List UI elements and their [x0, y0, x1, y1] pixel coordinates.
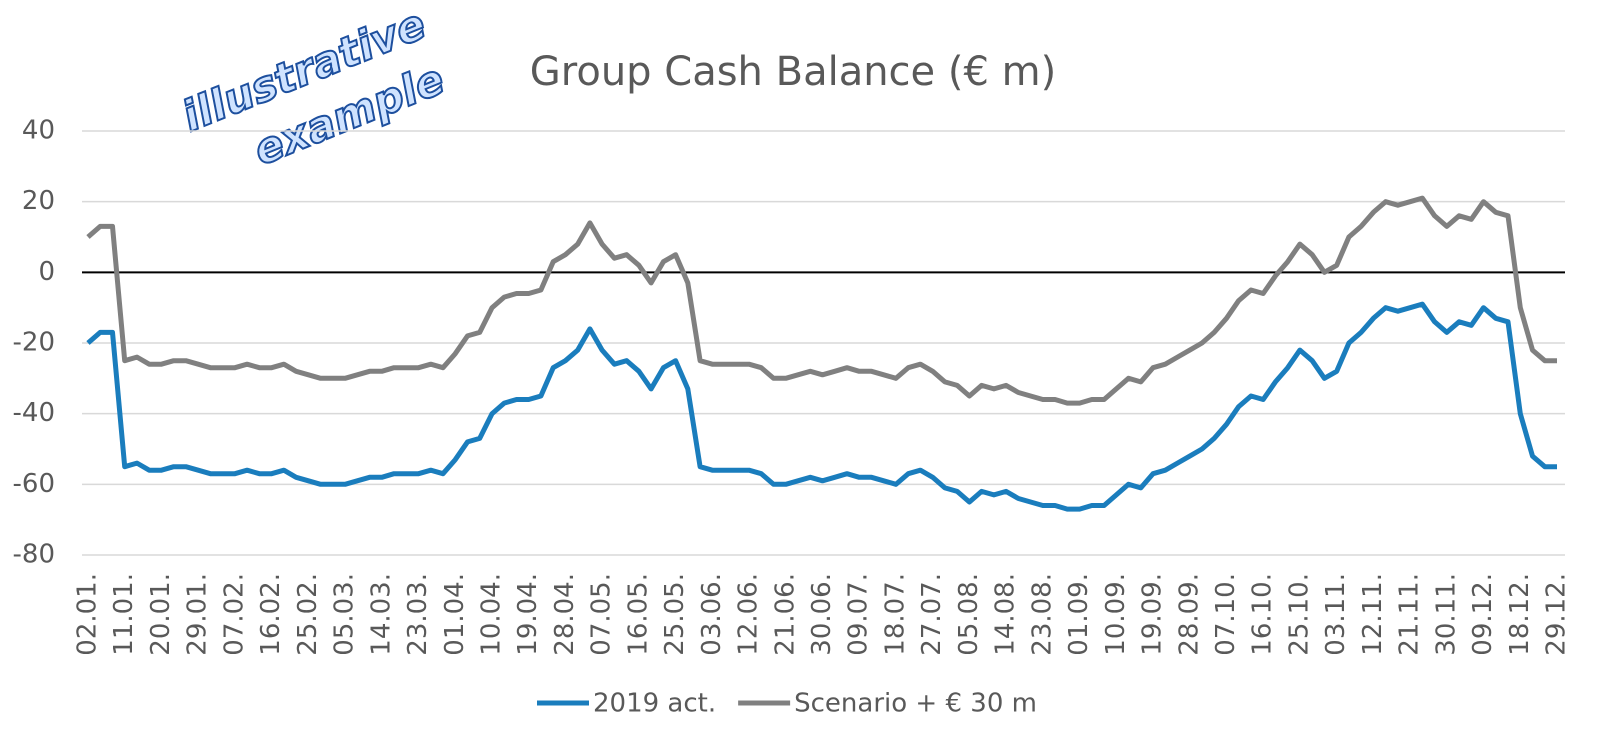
x-tick-label: 03.06.: [697, 573, 727, 656]
x-tick-label: 11.01.: [109, 573, 139, 656]
y-tick-label: -60: [13, 469, 55, 499]
legend-label: 2019 act.: [593, 689, 716, 719]
x-tick-label: 09.12.: [1468, 573, 1498, 656]
x-tick-label: 05.08.: [954, 573, 984, 656]
x-tick-label: 27.07.: [917, 573, 947, 656]
x-tick-label: 18.12.: [1505, 573, 1535, 656]
x-tick-label: 21.11.: [1395, 573, 1425, 656]
x-tick-label: 16.10.: [1248, 573, 1278, 656]
x-tick-label: 25.05.: [660, 573, 690, 656]
line-series: [86, 301, 1557, 512]
x-tick-label: 30.11.: [1431, 573, 1461, 656]
x-tick-label: 28.04.: [550, 573, 580, 656]
x-tick-label: 10.04.: [476, 573, 506, 656]
x-tick-label: 12.11.: [1358, 573, 1388, 656]
x-tick-label: 02.01.: [73, 573, 103, 656]
x-tick-label: 14.08.: [991, 573, 1021, 656]
y-tick-label: -40: [13, 398, 55, 428]
x-tick-label: 12.06.: [734, 573, 764, 656]
x-tick-label: 05.03.: [330, 573, 360, 656]
x-tick-label: 07.10.: [1211, 573, 1241, 656]
x-tick-label: 29.01.: [183, 573, 213, 656]
x-tick-label: 23.03.: [403, 573, 433, 656]
x-tick-label: 30.06.: [807, 573, 837, 656]
x-tick-label: 10.09.: [1101, 573, 1131, 656]
x-tick-label: 29.12.: [1542, 573, 1572, 656]
x-tick-label: 20.01.: [146, 573, 176, 656]
x-tick-label: 25.10.: [1284, 573, 1314, 656]
x-tick-label: 19.04.: [513, 573, 543, 656]
x-tick-label: 14.03.: [366, 573, 396, 656]
x-tick-label: 19.09.: [1138, 573, 1168, 656]
line-series: [86, 195, 1557, 406]
x-tick-label: 07.05.: [587, 573, 617, 656]
x-tick-label: 18.07.: [880, 573, 910, 656]
x-tick-label: 07.02.: [219, 573, 249, 656]
x-tick-label: 01.04.: [440, 573, 470, 656]
chart-title: Group Cash Balance (€ m): [530, 49, 1056, 95]
legend-label: Scenario + € 30 m: [794, 689, 1037, 719]
x-tick-label: 21.06.: [770, 573, 800, 656]
x-tick-label: 03.11.: [1321, 573, 1351, 656]
x-tick-label: 16.02.: [256, 573, 286, 656]
y-tick-label: 40: [22, 116, 55, 146]
y-tick-label: 0: [38, 257, 55, 287]
x-tick-label: 09.07.: [844, 573, 874, 656]
y-tick-label: -20: [13, 328, 55, 358]
x-tick-label: 28.09.: [1174, 573, 1204, 656]
x-tick-label: 16.05.: [623, 573, 653, 656]
x-tick-label: 25.02.: [293, 573, 323, 656]
x-tick-label: 01.09.: [1064, 573, 1094, 656]
watermark: illustrative example: [174, 0, 452, 176]
y-tick-label: 20: [22, 186, 55, 216]
y-tick-label: -80: [13, 540, 55, 570]
x-tick-label: 23.08.: [1027, 573, 1057, 656]
